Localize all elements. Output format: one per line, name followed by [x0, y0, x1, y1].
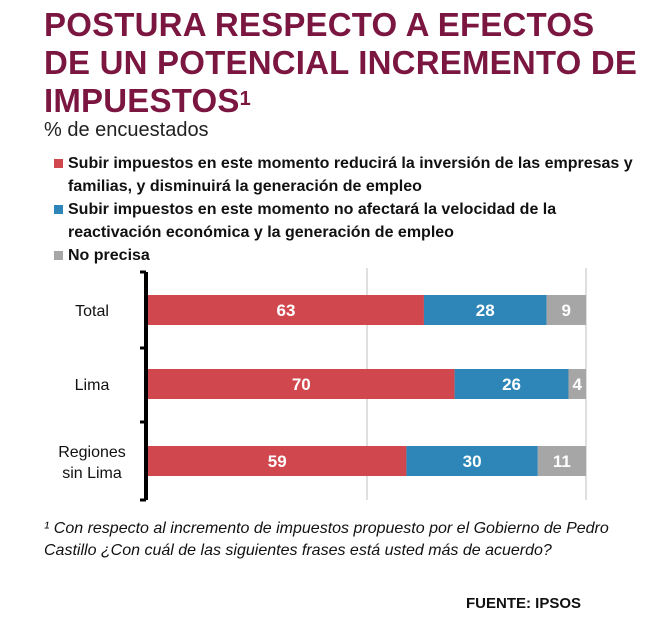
data-label-2-1: 30	[463, 452, 482, 471]
legend-swatch-no-precisa	[54, 251, 63, 260]
data-label-0-2: 9	[562, 301, 571, 320]
legend-label-no-precisa: No precisa	[68, 247, 150, 264]
data-label-1-0: 70	[292, 375, 311, 394]
bar-segment-0-2	[546, 295, 586, 325]
source-label: FUENTE: IPSOS	[466, 595, 582, 612]
legend-label-no-effect: Subir impuestos en este momento no afect…	[68, 201, 557, 241]
legend-swatch-no-effect	[54, 205, 63, 214]
data-label-2-0: 59	[268, 452, 287, 471]
category-label-0: Total	[75, 303, 109, 320]
legend: Subir impuestos en este momento reducirá…	[54, 152, 644, 267]
bar-segment-2-0	[148, 446, 407, 476]
footnote: ¹ Con respecto al incremento de impuesto…	[44, 520, 609, 559]
bar-segment-1-2	[568, 369, 586, 399]
chart-title-text: POSTURA RESPECTO A EFECTOS DE UN POTENCI…	[44, 6, 638, 119]
bar-segment-2-1	[406, 446, 538, 476]
bar-segment-1-0	[148, 369, 455, 399]
chart-title: POSTURA RESPECTO A EFECTOS DE UN POTENCI…	[44, 6, 644, 120]
data-label-0-1: 28	[476, 301, 495, 320]
data-label-2-2: 11	[553, 452, 571, 471]
stacked-bar-chart: Total 63 28 9 Lima 70 26 4 Regiones sin Lima 59 30 1…	[58, 268, 587, 502]
bar-segment-0-0	[148, 295, 424, 325]
bar-segment-1-1	[454, 369, 569, 399]
legend-item-no-effect: Subir impuestos en este momento no afect…	[54, 198, 644, 244]
data-label-1-1: 26	[502, 375, 521, 394]
title-footnote-mark: 1	[239, 88, 251, 110]
data-label-1-2: 4	[573, 375, 583, 394]
category-label-1: Lima	[75, 377, 110, 394]
bar-segment-2-2	[537, 446, 586, 476]
legend-label-reduce: Subir impuestos en este momento reducirá…	[68, 155, 633, 195]
legend-swatch-reduce	[54, 159, 63, 168]
data-label-0-0: 63	[277, 301, 296, 320]
legend-item-no-precisa: No precisa	[54, 244, 644, 267]
category-label-2: Regiones sin Lima	[58, 444, 126, 482]
legend-item-reduce: Subir impuestos en este momento reducirá…	[54, 152, 644, 198]
chart-subtitle: % de encuestados	[44, 119, 209, 141]
bar-segment-0-1	[423, 295, 547, 325]
